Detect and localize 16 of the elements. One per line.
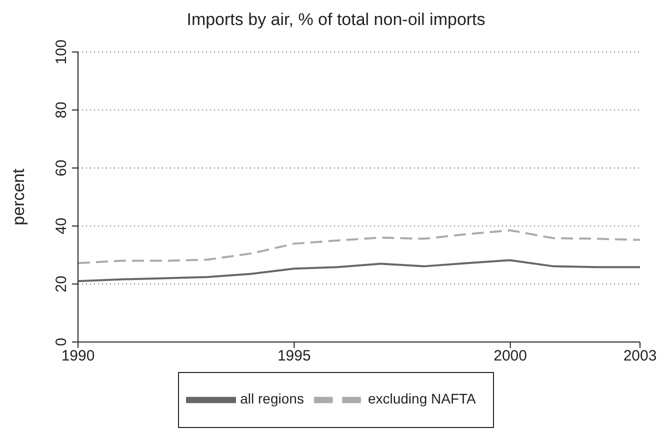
y-tick-label: 100 bbox=[53, 39, 70, 65]
line-series bbox=[78, 259, 640, 282]
y-tick-label: 20 bbox=[53, 276, 70, 292]
x-tick-label: 1995 bbox=[277, 348, 311, 365]
y-tick-label: 60 bbox=[53, 160, 70, 176]
y-tick-label: 40 bbox=[53, 218, 70, 234]
y-tick-label: 0 bbox=[53, 338, 70, 346]
chart-title: Imports by air, % of total non-oil imports bbox=[186, 9, 486, 30]
line-series bbox=[78, 229, 640, 264]
legend-label: excluding NAFTA bbox=[368, 390, 476, 407]
legend-label: all regions bbox=[240, 390, 304, 407]
y-axis-title: percent bbox=[9, 168, 28, 226]
x-tick-label: 2000 bbox=[494, 348, 527, 365]
x-tick-label: 2003 bbox=[623, 348, 657, 365]
y-tick-label: 80 bbox=[53, 102, 70, 118]
x-tick-label: 1990 bbox=[61, 348, 95, 365]
